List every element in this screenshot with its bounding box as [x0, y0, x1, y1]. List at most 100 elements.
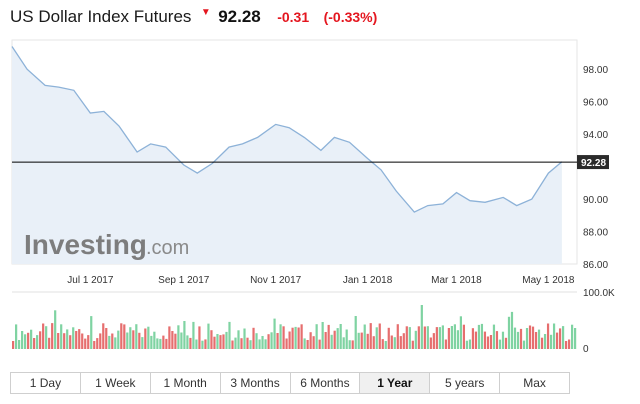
volume-bar: [36, 335, 39, 349]
volume-bar: [60, 324, 63, 349]
volume-bar: [123, 324, 126, 349]
volume-bar: [69, 335, 72, 349]
volume-bar: [234, 337, 237, 349]
tab-1-day[interactable]: 1 Day: [29, 376, 62, 390]
volume-bar: [219, 335, 222, 349]
volume-bar: [276, 333, 279, 349]
volume-bar: [450, 326, 453, 349]
volume-bar: [561, 326, 565, 349]
volume-bar: [207, 323, 210, 349]
volume-bar: [537, 329, 541, 349]
volume-bar: [513, 327, 517, 349]
volume-bar: [510, 311, 514, 349]
volume-bar: [39, 331, 42, 349]
volume-bar: [540, 337, 544, 349]
x-tick-label: Jan 1 2018: [343, 275, 393, 286]
volume-bar: [543, 334, 547, 349]
volume-bar: [273, 318, 276, 349]
volume-bar: [264, 339, 267, 349]
volume-bar: [303, 338, 306, 349]
tab-1-month[interactable]: 1 Month: [149, 373, 220, 393]
volume-bar: [138, 332, 141, 349]
range-tabs: 1 Day 1 Week 1 Month 3 Months 6 Months 1…: [10, 372, 570, 394]
volume-bar: [126, 332, 129, 349]
volume-bar: [57, 333, 60, 349]
volume-bar: [411, 340, 414, 349]
volume-bar: [144, 328, 147, 349]
y-tick-label: 98.00: [583, 65, 608, 76]
volume-bar: [534, 332, 538, 349]
volume-bar: [435, 327, 438, 349]
volume-bar: [327, 324, 330, 349]
volume-bar: [552, 323, 556, 349]
volume-bar: [423, 326, 426, 349]
volume-bar: [420, 305, 423, 349]
volume-bar: [243, 328, 246, 349]
volume-bar: [408, 327, 411, 349]
tab-1-week[interactable]: 1 Week: [79, 373, 150, 393]
volume-bar: [21, 331, 24, 349]
current-price: 92.28: [218, 7, 261, 26]
volume-bar: [213, 336, 216, 349]
volume-bar: [201, 340, 204, 349]
price-change-percent: (-0.33%): [323, 9, 378, 25]
volume-bar: [33, 338, 36, 349]
volume-bar: [255, 333, 258, 349]
volume-bar: [162, 335, 165, 349]
volume-bar: [186, 335, 189, 349]
volume-bar: [525, 328, 529, 349]
volume-bar: [504, 337, 508, 349]
price-chart[interactable]: 86.00 88.00 90.00 94.00 96.00 98.00 Jul 1 201…: [0, 0, 640, 372]
volume-bar: [531, 326, 535, 349]
volume-bar: [333, 330, 336, 349]
volume-bar: [129, 327, 132, 349]
volume-bar: [429, 337, 432, 349]
volume-bar: [192, 321, 195, 349]
tab-1-year[interactable]: 1 Year: [359, 373, 430, 393]
volume-bar: [426, 326, 429, 349]
volume-bar: [471, 328, 475, 349]
volume-bar: [342, 337, 345, 349]
volume-bar: [282, 326, 285, 349]
volume-bar: [432, 333, 435, 349]
tab-3-months[interactable]: 3 Months: [219, 373, 290, 393]
investing-watermark: Investing .com: [24, 229, 189, 260]
volume-bar: [570, 324, 574, 349]
x-tick-label: Mar 1 2018: [431, 275, 482, 286]
volume-bar: [177, 325, 180, 349]
volume-bar: [528, 325, 532, 349]
volume-bar: [66, 329, 69, 349]
volume-bar: [78, 329, 81, 349]
volume-bar: [312, 336, 315, 349]
volume-bar: [288, 331, 291, 349]
volume-bar: [414, 330, 417, 349]
volume-bar: [318, 339, 321, 349]
volume-bar: [564, 341, 568, 349]
x-tick-label: May 1 2018: [522, 275, 575, 286]
volume-bar: [174, 333, 177, 349]
volume-bar: [141, 337, 144, 349]
volume-bar: [354, 316, 357, 349]
volume-bar: [246, 337, 249, 349]
volume-bar: [573, 328, 577, 349]
volume-bar: [15, 324, 18, 349]
volume-bar: [30, 329, 33, 349]
volume-bar: [63, 333, 66, 349]
volume-bar: [72, 327, 75, 349]
volume-bar: [285, 338, 288, 349]
volume-bar: [375, 327, 378, 349]
volume-bar: [474, 331, 478, 349]
x-tick-label: Sep 1 2017: [158, 275, 210, 286]
tab-max[interactable]: Max: [499, 373, 569, 393]
x-tick-label: Jul 1 2017: [67, 275, 114, 286]
volume-bar: [135, 324, 138, 349]
volume-bar: [405, 326, 408, 349]
tab-6-months[interactable]: 6 Months: [289, 373, 360, 393]
volume-bar: [438, 327, 441, 349]
volume-bar: [366, 333, 369, 349]
volume-bar: [486, 336, 490, 349]
volume-bar: [381, 339, 384, 349]
y-tick-label: 86.00: [583, 260, 608, 271]
volume-bar: [225, 331, 228, 349]
tab-5-years[interactable]: 5 years: [429, 373, 499, 393]
